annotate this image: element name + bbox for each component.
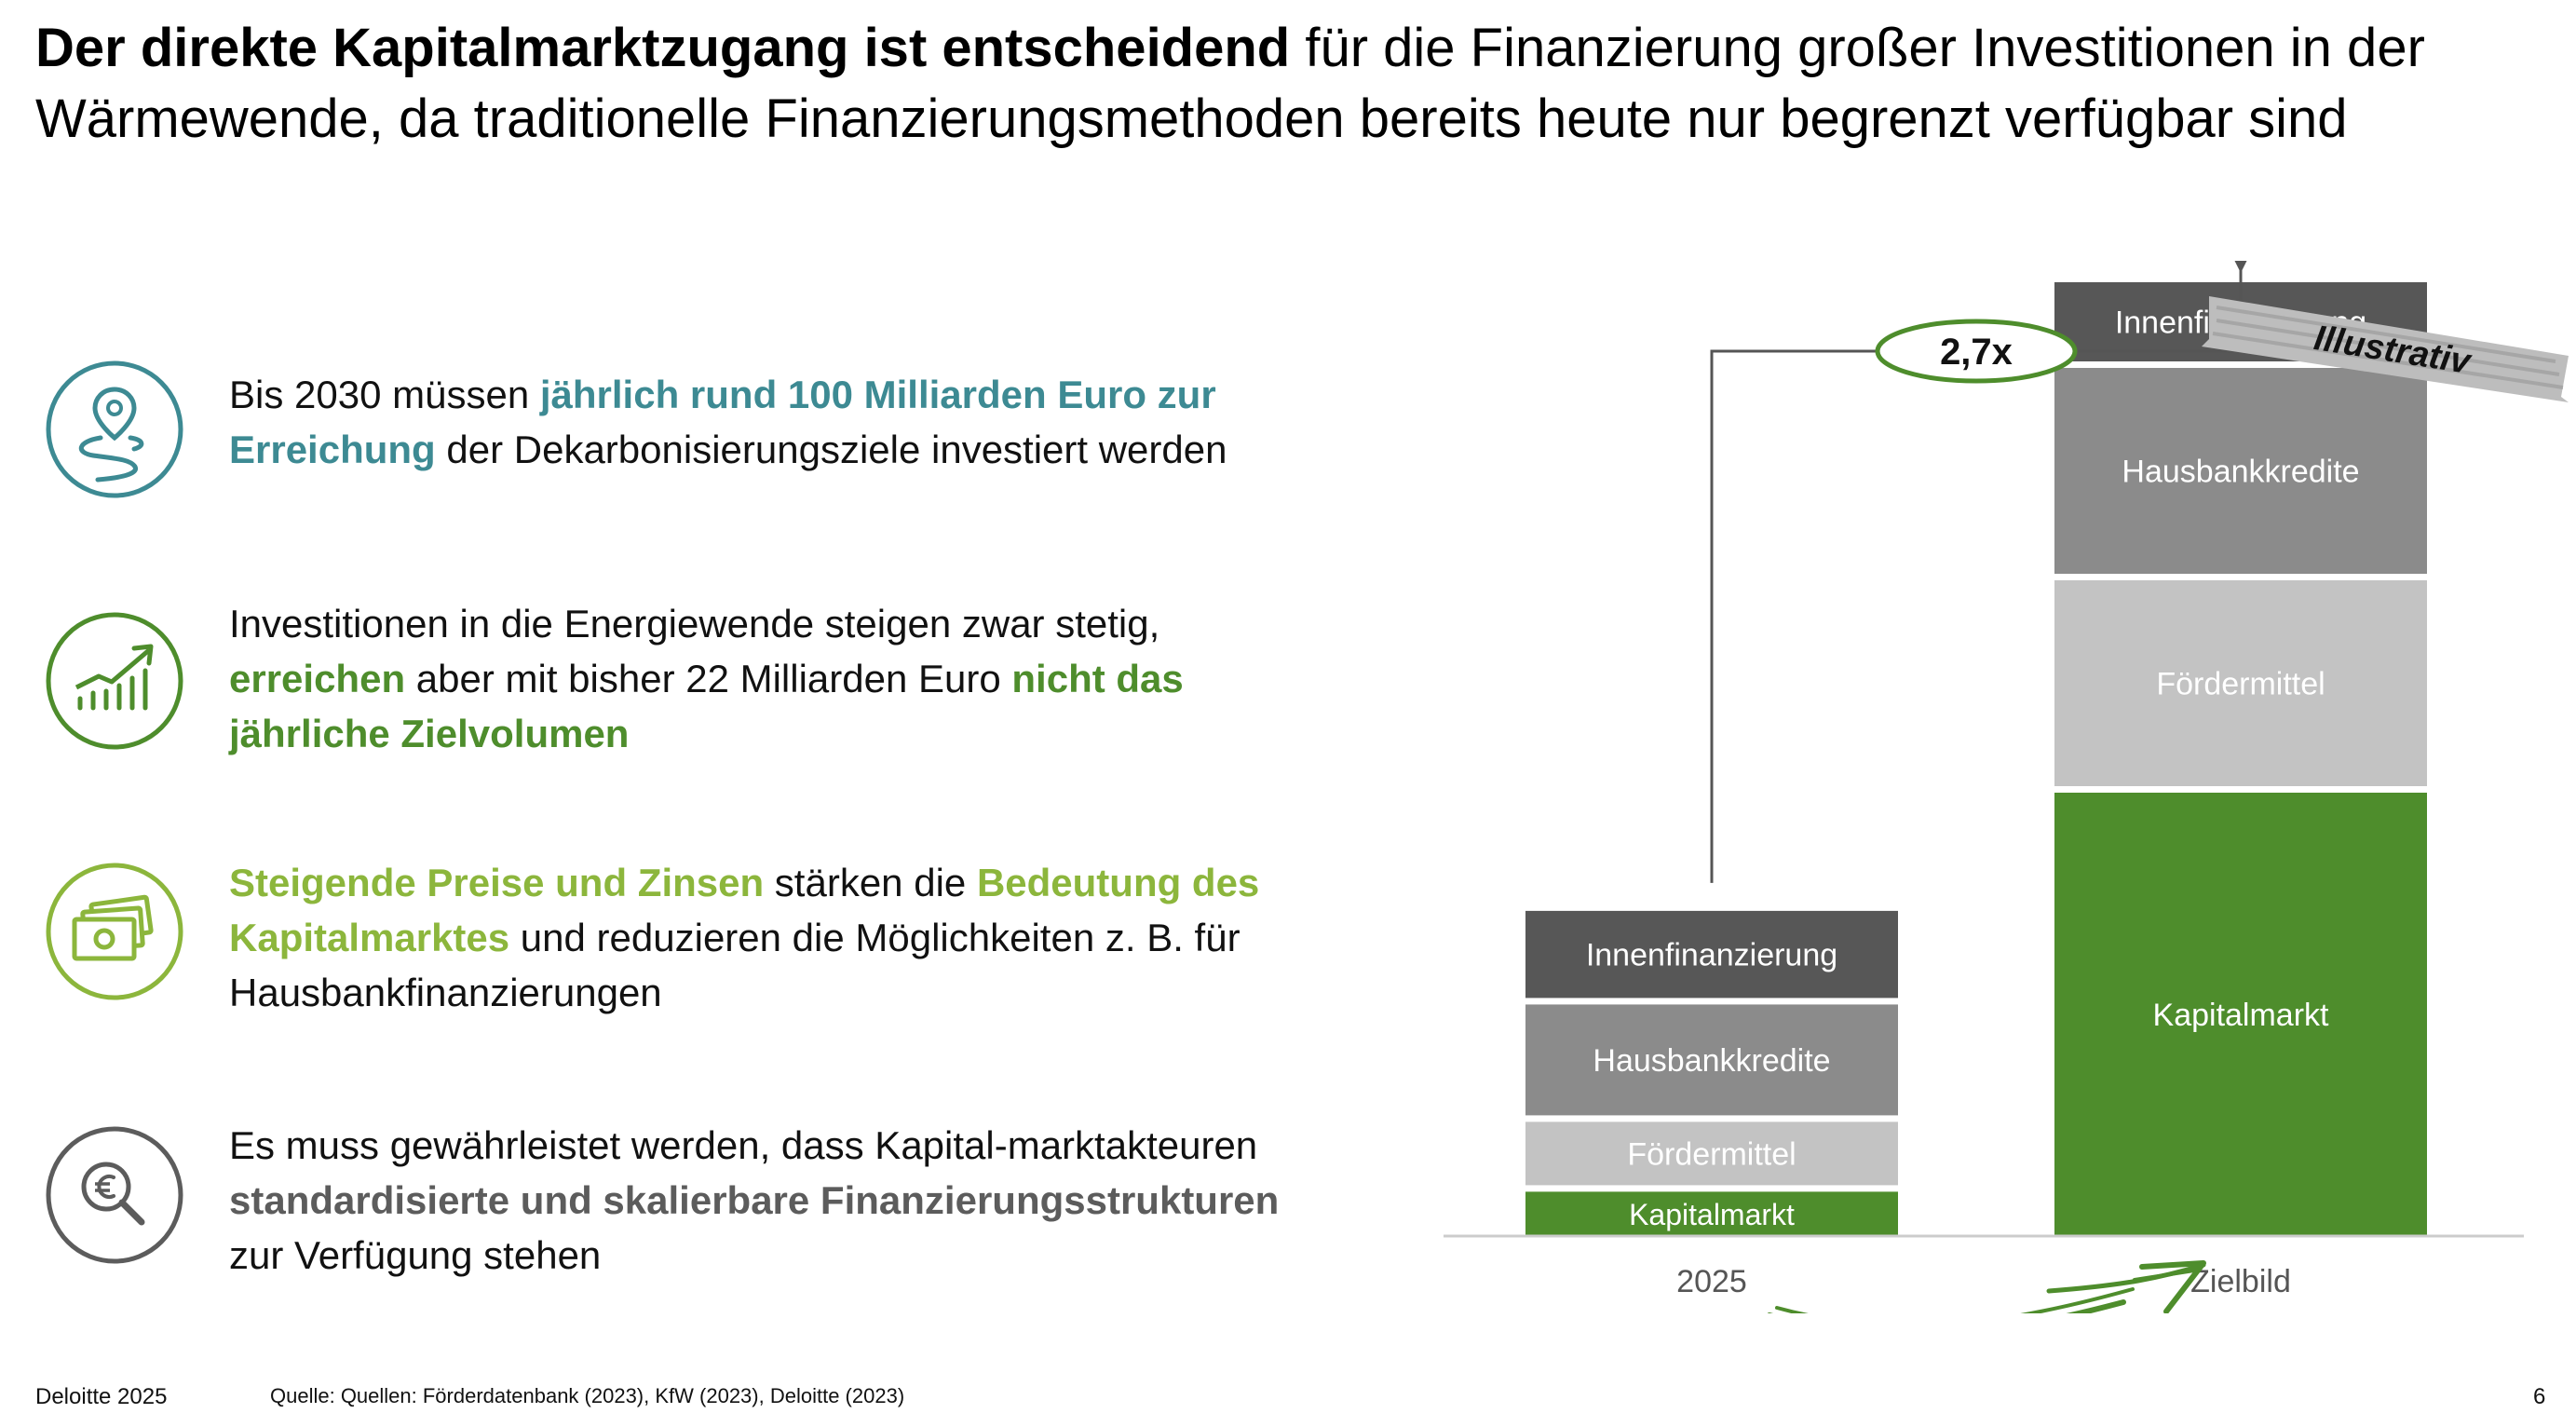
- bullet-investment-growth: Investitionen in die Energiewende steige…: [0, 596, 1360, 782]
- x-tick-label: 2025: [1676, 1264, 1747, 1299]
- body-text: Es muss gewährleistet werden, dass Kapit…: [229, 1123, 1258, 1167]
- bullet-text: Steigende Preise und Zinsen stärken die …: [229, 855, 1328, 1020]
- body-text: Bis 2030 müssen: [229, 373, 540, 416]
- money-bills-icon: [46, 863, 183, 1000]
- x-tick-labels: 2025 Zielbild: [1676, 1264, 2291, 1299]
- connector-arrowhead: [2234, 261, 2247, 273]
- map-pin-route-icon: [46, 360, 183, 498]
- bars-group: Kapitalmarkt Fördermittel Hausbankkredite I…: [1525, 282, 2427, 1236]
- footer-source: Quelle: Quellen: Förderdatenbank (2023),…: [270, 1384, 905, 1407]
- growth-chart-icon: [46, 612, 183, 750]
- segment-label: Kapitalmarkt: [2153, 998, 2330, 1033]
- bar-segment-hausbankkredite-2025: [1525, 1004, 1898, 1116]
- highlight-text: erreichen: [229, 657, 406, 700]
- title-bold: Der direkte Kapitalmarktzugang ist entsc…: [35, 18, 1291, 78]
- segment-label: Fördermittel: [2156, 667, 2325, 702]
- highlight-text: standardisierte und skalierbare Finanzie…: [229, 1178, 1280, 1222]
- bullet-text: Bis 2030 müssen jährlich rund 100 Millia…: [229, 367, 1328, 477]
- bar-segment-innenfinanzierung-2025: [1525, 910, 1898, 999]
- highlight-text: nicht das jährliche Zielvolumen: [229, 657, 1184, 755]
- body-text: zur Verfügung stehen: [229, 1233, 602, 1277]
- segment-label: Hausbankkredite: [2122, 455, 2359, 490]
- highlight-text: Steigende Preise und Zinsen: [229, 861, 765, 904]
- bullet-capital-market: Steigende Preise und Zinsen stärken die …: [0, 855, 1360, 1041]
- bar-segment-fördermittel-2025: [1525, 1121, 1898, 1186]
- bar-segment-kapitalmarkt-zielbild: [2054, 793, 2427, 1236]
- page-number: 6: [2533, 1384, 2546, 1409]
- body-text: und reduzieren die Möglichkeiten z. B. f…: [229, 916, 1241, 1014]
- body-text: stärken die: [764, 861, 977, 904]
- segment-label: Innenfinanzierung: [1586, 938, 1837, 973]
- segment-label: Fördermittel: [1627, 1136, 1796, 1172]
- footer-left: Deloitte 2025: [35, 1384, 168, 1409]
- bullet-financing-structures: Es muss gewährleistet werden, dass Kapit…: [0, 1118, 1360, 1304]
- x-tick-label: Zielbild: [2190, 1264, 2291, 1299]
- bullet-investment-need: Bis 2030 müssen jährlich rund 100 Millia…: [0, 360, 1360, 553]
- segment-label: Kapitalmarkt: [1629, 1198, 1795, 1231]
- highlight-text: Bedeutung des Kapitalmarktes: [229, 861, 1260, 959]
- bar-segment-fördermittel-zielbild: [2054, 580, 2427, 786]
- title-rest: für die Finanzierung großer Investitione…: [35, 18, 2425, 149]
- highlight-text: jährlich rund 100 Milliarden Euro zur Er…: [229, 373, 1216, 471]
- page-title: Der direkte Kapitalmarktzugang ist entsc…: [35, 13, 2513, 155]
- bullet-text: Es muss gewährleistet werden, dass Kapit…: [229, 1118, 1328, 1283]
- multiplier-label: 2,7x: [1940, 332, 2013, 373]
- bar-segment-hausbankkredite-zielbild: [2054, 368, 2427, 574]
- bar-segment-kapitalmarkt-2025: [1525, 1191, 1898, 1236]
- stacked-bar-chart: Kapitalmarkt Fördermittel Hausbankkredite I…: [1444, 261, 2569, 1313]
- bullet-text: Investitionen in die Energiewende steige…: [229, 596, 1328, 761]
- euro-search-icon: [46, 1126, 183, 1264]
- multiplier-badge: [1875, 319, 2078, 384]
- swoosh-arrow: [1767, 1260, 2206, 1313]
- body-text: der Dekarbonisierungsziele investiert we…: [435, 428, 1227, 471]
- body-text: Investitionen in die Energiewende steige…: [229, 602, 1160, 646]
- segment-label: Hausbankkredite: [1593, 1043, 1830, 1079]
- body-text: aber mit bisher 22 Milliarden Euro: [405, 657, 1012, 700]
